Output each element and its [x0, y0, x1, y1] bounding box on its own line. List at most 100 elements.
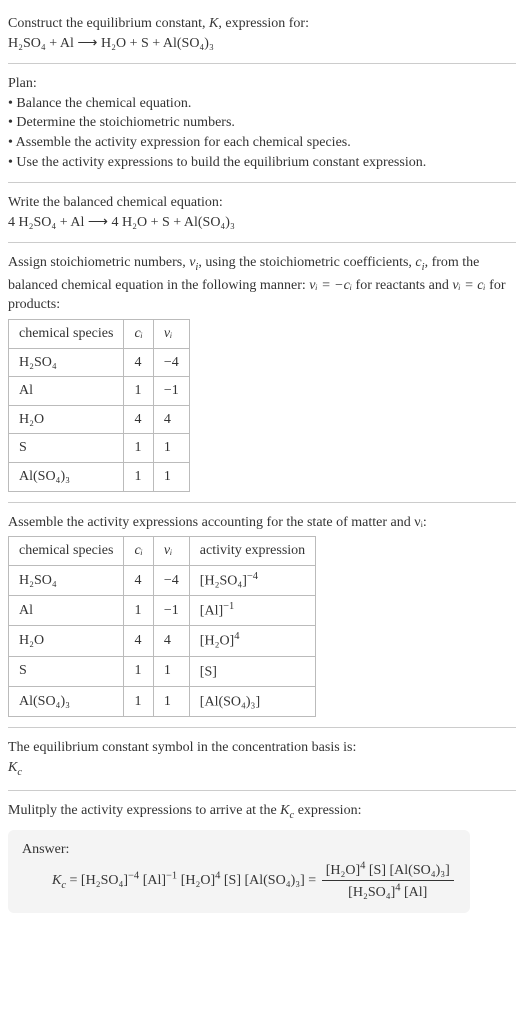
stoich-intro4: for reactants and — [352, 278, 452, 293]
flat-base: [Al] — [143, 873, 166, 888]
stoich-rel1: νᵢ = −cᵢ — [309, 278, 352, 293]
table-row: H₂O 4 4 [H₂O]4 — [9, 626, 316, 656]
cell-activity: [H₂O]4 — [189, 626, 315, 656]
table-row: H₂SO₄ 4 −4 — [9, 348, 190, 377]
flat-part: [S] [Al(SO₄)₃] — [224, 873, 305, 888]
eq-sign2: = — [308, 873, 319, 888]
cell-activity: [Al(SO₄)₃] — [189, 686, 315, 716]
header-block: Construct the equilibrium constant, K, e… — [8, 14, 516, 53]
flat-base: [S] [Al(SO₄)₃] — [224, 873, 305, 888]
cell-nui: −1 — [153, 596, 189, 626]
Kc-K: K — [280, 803, 289, 818]
separator — [8, 182, 516, 183]
plan-block: Plan: • Balance the chemical equation. •… — [8, 74, 516, 172]
col-activity: activity expression — [189, 537, 315, 566]
cell-nui: −4 — [153, 565, 189, 595]
cell-ci: 1 — [124, 462, 153, 491]
kc-symbol-line: The equilibrium constant symbol in the c… — [8, 738, 516, 758]
multiply-text1: Mulitply the activity expressions to arr… — [8, 803, 280, 818]
cell-nui: 4 — [153, 626, 189, 656]
fraction: [H₂O]4 [S] [Al(SO₄)₃] [H₂SO₄]4 [Al] — [322, 859, 454, 903]
cell-nui: 1 — [153, 434, 189, 463]
plan-item: • Assemble the activity expression for e… — [8, 133, 516, 153]
cell-nui: 1 — [153, 462, 189, 491]
flat-exp: −4 — [128, 870, 139, 881]
balanced-equation: 4 H₂SO₄ + Al ⟶ 4 H₂O + S + Al(SO₄)₃ — [8, 213, 516, 233]
num-part: [H₂O]4 — [326, 863, 366, 878]
num-part: [S] [Al(SO₄)₃] — [369, 863, 450, 878]
den-exp: 4 — [395, 882, 400, 893]
expr-exp: −4 — [247, 571, 258, 582]
flat-base: [H₂O] — [181, 873, 215, 888]
flat-part: [Al]−1 — [143, 873, 178, 888]
cell-ci: 1 — [124, 686, 153, 716]
expr-base: [H₂O] — [200, 634, 234, 649]
cell-ci: 1 — [124, 377, 153, 406]
cell-nui: 1 — [153, 686, 189, 716]
Kc-sub: c — [17, 766, 22, 777]
expr-base: [H₂SO₄] — [200, 573, 247, 588]
cell-nui: −4 — [153, 348, 189, 377]
table-row: Al 1 −1 [Al]−1 — [9, 596, 316, 626]
multiply-block: Mulitply the activity expressions to arr… — [8, 801, 516, 823]
answer-label: Answer: — [22, 840, 456, 860]
header-K: K — [209, 16, 218, 31]
table-row: S 1 1 — [9, 434, 190, 463]
cell-activity: [Al]−1 — [189, 596, 315, 626]
cell-species: H₂SO₄ — [9, 565, 124, 595]
table-row: Al(SO₄)₃ 1 1 [Al(SO₄)₃] — [9, 686, 316, 716]
eq-sign: = — [66, 873, 81, 888]
stoich-rel2: νᵢ = cᵢ — [452, 278, 485, 293]
multiply-text2: expression: — [294, 803, 361, 818]
separator — [8, 727, 516, 728]
stoich-intro: Assign stoichiometric numbers, — [8, 255, 189, 270]
cell-species: Al — [9, 596, 124, 626]
table-row: Al(SO₄)₃ 1 1 — [9, 462, 190, 491]
col-nui: νᵢ — [153, 320, 189, 349]
cell-ci: 1 — [124, 596, 153, 626]
cell-species: S — [9, 656, 124, 686]
den-part: [Al] — [404, 885, 427, 900]
cell-ci: 4 — [124, 348, 153, 377]
balanced-title: Write the balanced chemical equation: — [8, 193, 516, 213]
den-base: [H₂SO₄] — [348, 885, 395, 900]
table-row: H₂SO₄ 4 −4 [H₂SO₄]−4 — [9, 565, 316, 595]
den-base: [Al] — [404, 885, 427, 900]
col-species: chemical species — [9, 320, 124, 349]
cell-activity: [S] — [189, 656, 315, 686]
table-row: S 1 1 [S] — [9, 656, 316, 686]
cell-ci: 4 — [124, 626, 153, 656]
flat-part: [H₂O]4 — [181, 873, 221, 888]
cell-ci: 1 — [124, 434, 153, 463]
header-text-1: Construct the equilibrium constant, — [8, 16, 209, 31]
expr-exp: 4 — [234, 631, 239, 642]
stoich-block: Assign stoichiometric numbers, νi, using… — [8, 253, 516, 491]
num-base: [S] [Al(SO₄)₃] — [369, 863, 450, 878]
fraction-numerator: [H₂O]4 [S] [Al(SO₄)₃] — [322, 859, 454, 881]
num-exp: 4 — [360, 860, 365, 871]
table-header-row: chemical species cᵢ νᵢ activity expressi… — [9, 537, 316, 566]
cell-nui: 1 — [153, 656, 189, 686]
flat-part: [H₂SO₄]−4 — [81, 873, 139, 888]
header-text-2: , expression for: — [218, 16, 309, 31]
cell-species: Al(SO₄)₃ — [9, 462, 124, 491]
col-ci: cᵢ — [124, 537, 153, 566]
col-species: chemical species — [9, 537, 124, 566]
plan-item: • Use the activity expressions to build … — [8, 153, 516, 173]
cell-ci: 1 — [124, 656, 153, 686]
cell-species: H₂O — [9, 405, 124, 434]
flat-base: [H₂SO₄] — [81, 873, 128, 888]
cell-species: Al(SO₄)₃ — [9, 686, 124, 716]
expr-base: [Al] — [200, 604, 223, 619]
table-header-row: chemical species cᵢ νᵢ — [9, 320, 190, 349]
activity-title: Assemble the activity expressions accoun… — [8, 513, 516, 533]
plan-title: Plan: — [8, 74, 516, 94]
plan-item: • Determine the stoichiometric numbers. — [8, 113, 516, 133]
cell-species: Al — [9, 377, 124, 406]
cell-activity: [H₂SO₄]−4 — [189, 565, 315, 595]
expr-exp: −1 — [223, 601, 234, 612]
expr-base: [Al(SO₄)₃] — [200, 694, 260, 709]
col-ci: cᵢ — [124, 320, 153, 349]
plan-item: • Balance the chemical equation. — [8, 94, 516, 114]
activity-block: Assemble the activity expressions accoun… — [8, 513, 516, 717]
